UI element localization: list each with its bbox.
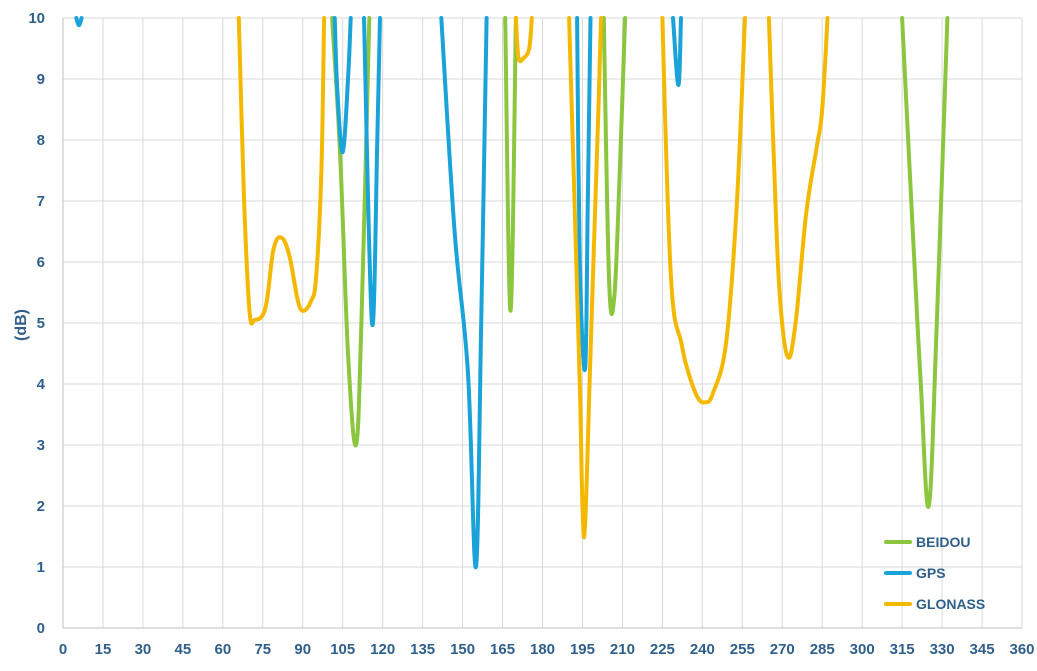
x-tick-label: 255 [730, 641, 755, 658]
series-glonass [236, 16, 830, 540]
y-tick-label: 4 [37, 376, 46, 393]
x-tick-label: 150 [450, 641, 475, 658]
series-line-gps [439, 16, 489, 570]
y-tick-label: 7 [37, 193, 45, 210]
x-tick-label: 120 [370, 641, 395, 658]
x-tick-label: 60 [214, 641, 231, 658]
x-tick-label: 165 [490, 641, 515, 658]
series-gps [74, 16, 683, 570]
x-tick-label: 15 [95, 641, 112, 658]
tick-label-layer: 0 15 30 45 60 75 90 105 120 135 150 165 180 195 210 225… [28, 10, 1034, 658]
x-tick-label: 90 [294, 641, 311, 658]
legend-item-gps: GPS [884, 565, 946, 581]
legend-label: GPS [916, 565, 946, 581]
y-tick-label: 6 [37, 254, 45, 271]
series-layer [74, 16, 950, 570]
y-tick-label: 8 [37, 132, 45, 149]
series-line-glonass [567, 16, 604, 540]
y-tick-label: 9 [37, 71, 45, 88]
series-line-glonass [236, 16, 327, 326]
y-tick-label: 2 [37, 498, 45, 515]
series-beidou [330, 16, 950, 509]
legend-item-beidou: BEIDOU [884, 534, 970, 550]
x-tick-label: 285 [810, 641, 835, 658]
x-tick-label: 330 [930, 641, 955, 658]
x-tick-label: 360 [1009, 641, 1034, 658]
y-tick-label: 3 [37, 437, 45, 454]
series-line-gps [575, 16, 593, 373]
series-line-gps [671, 16, 683, 88]
x-tick-label: 300 [850, 641, 875, 658]
series-line-gps [332, 16, 353, 155]
x-tick-label: 30 [135, 641, 152, 658]
x-tick-label: 315 [890, 641, 915, 658]
series-line-beidou [900, 16, 950, 509]
series-line-beidou [330, 16, 372, 448]
x-tick-label: 345 [970, 641, 995, 658]
y-tick-label: 0 [37, 620, 45, 637]
x-tick-label: 135 [410, 641, 435, 658]
series-line-beidou [503, 16, 518, 313]
x-tick-label: 240 [690, 641, 715, 658]
x-tick-label: 180 [530, 641, 555, 658]
y-tick-label: 10 [28, 10, 45, 27]
x-tick-label: 45 [175, 641, 192, 658]
x-tick-label: 195 [570, 641, 595, 658]
x-tick-label: 225 [650, 641, 675, 658]
x-tick-label: 75 [254, 641, 271, 658]
x-tick-label: 105 [330, 641, 355, 658]
series-line-glonass [660, 16, 747, 405]
grid-layer [62, 17, 1023, 629]
y-tick-label: 5 [37, 315, 45, 332]
series-line-glonass [766, 16, 830, 360]
series-line-gps [74, 16, 84, 28]
legend-label: BEIDOU [916, 534, 970, 550]
x-tick-label: 0 [59, 641, 67, 658]
series-line-beidou [601, 16, 628, 317]
x-tick-label: 210 [610, 641, 635, 658]
y-tick-label: 1 [37, 559, 45, 576]
legend-label: GLONASS [916, 596, 985, 612]
series-line-gps [362, 16, 382, 328]
legend: BEIDOU GPS GLONASS [884, 534, 985, 612]
legend-item-glonass: GLONASS [884, 596, 985, 612]
series-line-glonass [513, 16, 534, 64]
y-axis-title: (dB) [13, 309, 30, 341]
x-tick-label: 270 [770, 641, 795, 658]
